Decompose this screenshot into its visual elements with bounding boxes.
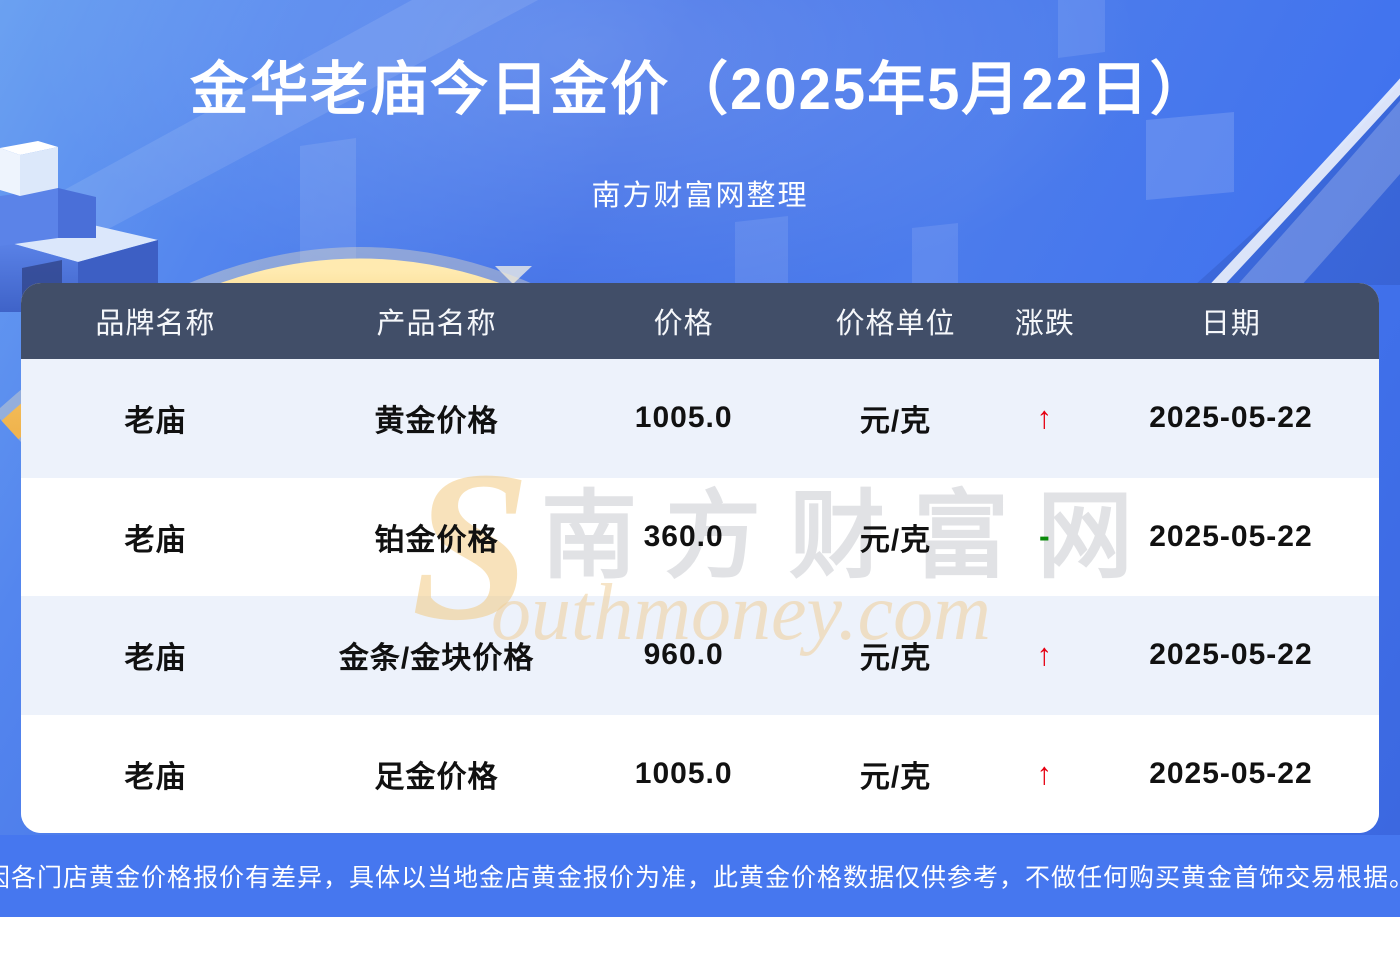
- price-cell: 1005.0: [634, 401, 733, 435]
- bottom-white-strip: [0, 917, 1400, 980]
- page-title: 金华老庙今日金价（2025年5月22日）: [190, 57, 1210, 122]
- brand-cell: 老庙: [124, 642, 187, 676]
- table-row: 老庙 铂金价格 360.0 元/克 - 2025-05-22: [21, 477, 1379, 596]
- column-header-brand: 品牌名称: [95, 308, 216, 340]
- product-cell: 黄金价格: [374, 405, 499, 439]
- change-indicator: ↑: [1036, 755, 1054, 791]
- date-cell: 2025-05-22: [1149, 401, 1313, 435]
- date-cell: 2025-05-22: [1149, 638, 1313, 672]
- unit-cell: 元/克: [859, 642, 932, 676]
- gold-price-table: 品牌名称 产品名称 价格 价格单位 涨跌 日期 老庙 黄金价格 1005.0 元…: [21, 283, 1379, 833]
- brand-cell: 老庙: [124, 523, 187, 557]
- table-row: 老庙 金条/金块价格 960.0 元/克 ↑ 2025-05-22: [21, 596, 1379, 715]
- change-indicator: ↑: [1036, 400, 1054, 436]
- page-subtitle: 南方财富网整理: [591, 180, 809, 212]
- disclaimer-band: 因各门店黄金价格报价有差异，具体以当地金店黄金报价为准，此黄金价格数据仅供参考，…: [0, 835, 1400, 917]
- disclaimer-text: 因各门店黄金价格报价有差异，具体以当地金店黄金报价为准，此黄金价格数据仅供参考，…: [0, 864, 1400, 892]
- pennant-decoration: [495, 266, 532, 284]
- price-cell: 360.0: [643, 519, 724, 553]
- date-cell: 2025-05-22: [1149, 756, 1313, 790]
- table-header-row: 品牌名称 产品名称 价格 价格单位 涨跌 日期: [21, 283, 1379, 359]
- light-band: [0, 0, 539, 268]
- brand-cell: 老庙: [124, 760, 187, 794]
- table-row: 老庙 足金价格 1005.0 元/克 ↑ 2025-05-22: [21, 714, 1379, 833]
- column-header-product: 产品名称: [376, 308, 497, 340]
- date-cell: 2025-05-22: [1149, 519, 1313, 553]
- product-cell: 铂金价格: [374, 523, 499, 557]
- price-cell: 1005.0: [634, 756, 733, 790]
- brand-cell: 老庙: [124, 405, 187, 439]
- price-cell: 960.0: [643, 638, 724, 672]
- column-header-date: 日期: [1200, 308, 1261, 340]
- unit-cell: 元/克: [859, 760, 932, 794]
- column-header-price: 价格: [653, 308, 714, 340]
- table-row: 老庙 黄金价格 1005.0 元/克 ↑ 2025-05-22: [21, 359, 1379, 478]
- change-indicator: ↑: [1036, 637, 1054, 673]
- product-cell: 足金价格: [374, 760, 499, 794]
- product-cell: 金条/金块价格: [338, 642, 535, 676]
- column-header-unit: 价格单位: [835, 308, 956, 340]
- change-indicator: -: [1039, 518, 1051, 555]
- unit-cell: 元/克: [859, 523, 932, 557]
- column-header-change: 涨跌: [1014, 308, 1075, 340]
- unit-cell: 元/克: [859, 405, 932, 439]
